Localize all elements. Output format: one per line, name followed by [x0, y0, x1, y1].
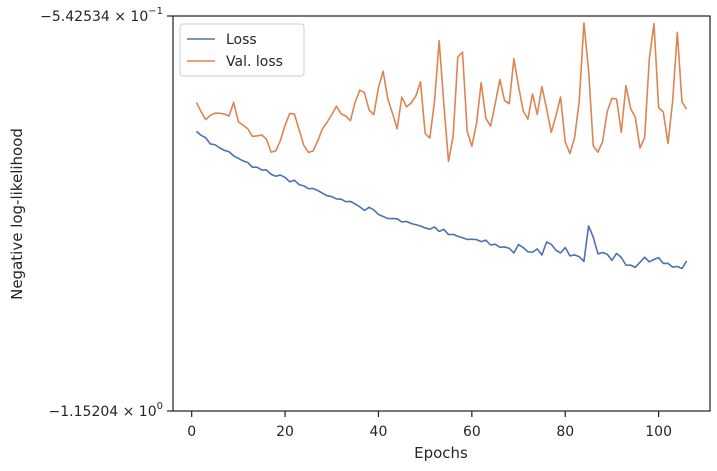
x-tick-label: 60	[463, 424, 481, 440]
x-tick-label: 100	[645, 424, 672, 440]
series-line-loss	[195, 130, 688, 270]
x-axis-label: Epochs	[414, 444, 468, 462]
y-tick-label-top-mult: × 10	[110, 9, 148, 25]
x-tick-label: 20	[276, 424, 294, 440]
plot-frame	[172, 15, 711, 412]
y-axis-label: Negative log-likelihood	[8, 128, 26, 300]
series-layer	[195, 22, 688, 270]
series-line-val-loss	[195, 22, 688, 163]
plot-area	[172, 15, 711, 412]
y-tick-label-bottom-base: −1.15204	[49, 404, 119, 420]
legend-box	[179, 23, 305, 77]
x-tick-label: 80	[556, 424, 574, 440]
legend-label-loss: Loss	[226, 32, 257, 48]
x-tick-label: 0	[187, 424, 196, 440]
x-tick-label: 40	[370, 424, 388, 440]
y-tick-label-top: −5.42534 × 10−1	[40, 6, 163, 25]
legend: Loss Val. loss	[179, 23, 305, 77]
x-axis: 0 20 40 60 80 100	[187, 411, 672, 440]
legend-label-val-loss: Val. loss	[226, 54, 283, 70]
y-tick-label-bottom: −1.15204 × 100	[49, 401, 163, 420]
y-tick-label-top-base: −5.42534	[40, 9, 110, 25]
y-tick-label-top-exp: −1	[148, 6, 163, 17]
y-tick-label-bottom-exp: 0	[157, 401, 163, 412]
y-tick-label-bottom-mult: × 10	[118, 404, 156, 420]
y-axis: −5.42534 × 10−1 −1.15204 × 100	[40, 6, 173, 420]
